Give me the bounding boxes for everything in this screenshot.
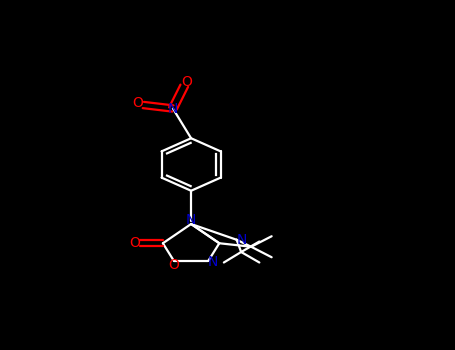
Text: O: O: [181, 75, 192, 89]
Text: N: N: [168, 102, 178, 116]
Text: N: N: [237, 233, 247, 247]
Text: O: O: [129, 236, 140, 250]
Text: O: O: [132, 96, 143, 110]
Text: O: O: [168, 258, 179, 272]
Text: N: N: [186, 214, 196, 228]
Text: N: N: [208, 256, 218, 270]
